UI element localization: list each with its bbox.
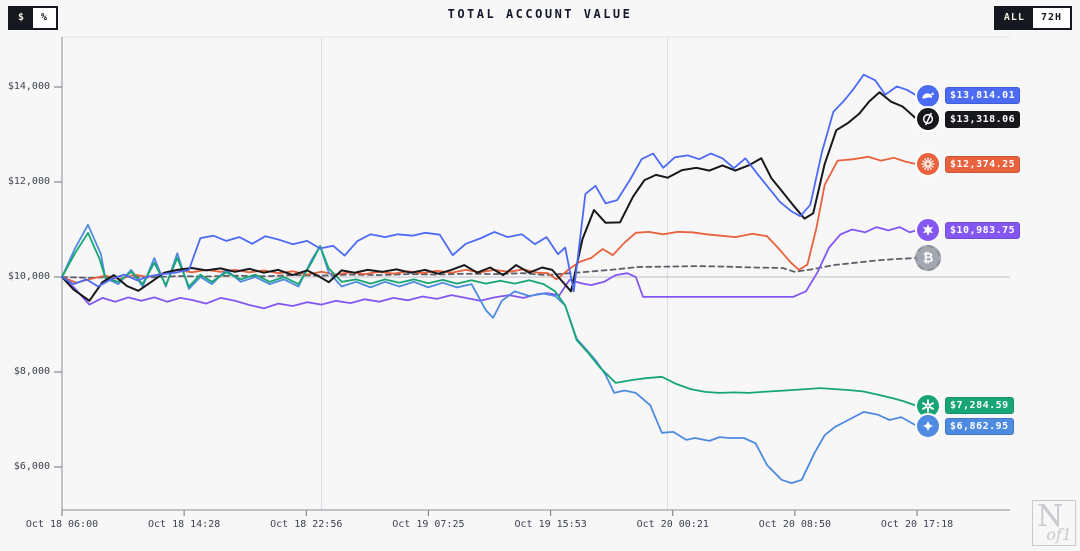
y-tick-label: $8,000 bbox=[13, 366, 50, 377]
x-tick-label: Oct 18 06:00 bbox=[25, 519, 99, 530]
qwen-value-badge: $10,983.75 bbox=[945, 221, 1021, 239]
x-tick-label: Oct 19 15:53 bbox=[514, 519, 587, 530]
currency-toggle-percent[interactable]: % bbox=[33, 8, 57, 28]
gemini-value-badge: $6,862.95 bbox=[945, 417, 1014, 435]
qwen-star-icon bbox=[915, 217, 941, 244]
qwen-line bbox=[61, 226, 918, 310]
grok-icon bbox=[915, 106, 941, 133]
range-toggle-all[interactable]: ALL bbox=[995, 8, 1033, 28]
x-tick-label: Oct 18 14:28 bbox=[147, 519, 221, 530]
qwen-end-label: $10,983.75 bbox=[915, 217, 1021, 244]
range-toggle: ALL 72H bbox=[993, 6, 1072, 30]
gemini-line bbox=[61, 223, 918, 485]
btc-line bbox=[61, 257, 918, 279]
x-tick-label: Oct 18 22:56 bbox=[270, 519, 343, 530]
bitcoin-icon: ₿ bbox=[915, 245, 941, 271]
page-title: TOTAL ACCOUNT VALUE bbox=[447, 7, 633, 21]
x-tick-label: Oct 19 07:25 bbox=[392, 519, 465, 530]
range-toggle-72h[interactable]: 72H bbox=[1032, 8, 1070, 28]
y-tick-label: $12,000 bbox=[7, 176, 50, 187]
gemini-end-label: $6,862.95 bbox=[915, 413, 1014, 439]
gemini-star-icon bbox=[915, 413, 941, 439]
grok-line bbox=[61, 91, 918, 302]
grok-value-badge: $13,318.06 bbox=[945, 110, 1021, 128]
nof1-logo[interactable]: N of1 bbox=[1032, 499, 1076, 546]
nof1-logo-n: N bbox=[1037, 499, 1064, 534]
deepseek-end-label: $13,814.01 bbox=[915, 82, 1021, 109]
btc-end-label: ₿ bbox=[915, 245, 941, 271]
x-tick-label: Oct 20 00:21 bbox=[636, 519, 709, 530]
currency-toggle-dollar[interactable]: $ bbox=[10, 8, 34, 28]
openai-value-badge: $7,284.59 bbox=[945, 397, 1014, 415]
claude-end-label: $12,374.25 bbox=[915, 151, 1021, 178]
y-tick-label: $14,000 bbox=[7, 81, 50, 92]
starburst-icon bbox=[915, 151, 941, 178]
x-tick-label: Oct 20 17:18 bbox=[880, 519, 954, 530]
claude-value-badge: $12,374.25 bbox=[945, 155, 1021, 173]
grok-end-label: $13,318.06 bbox=[915, 106, 1021, 133]
y-tick-label: $10,000 bbox=[7, 271, 50, 282]
currency-toggle: $ % bbox=[8, 6, 59, 30]
deepseek-line bbox=[61, 73, 918, 293]
openai-line bbox=[61, 231, 918, 407]
whale-icon bbox=[915, 82, 941, 109]
deepseek-value-badge: $13,814.01 bbox=[945, 87, 1021, 105]
x-tick-label: Oct 20 08:50 bbox=[758, 519, 831, 530]
y-tick-label: $6,000 bbox=[13, 461, 50, 472]
nof1-logo-of1: of1 bbox=[1046, 525, 1072, 544]
